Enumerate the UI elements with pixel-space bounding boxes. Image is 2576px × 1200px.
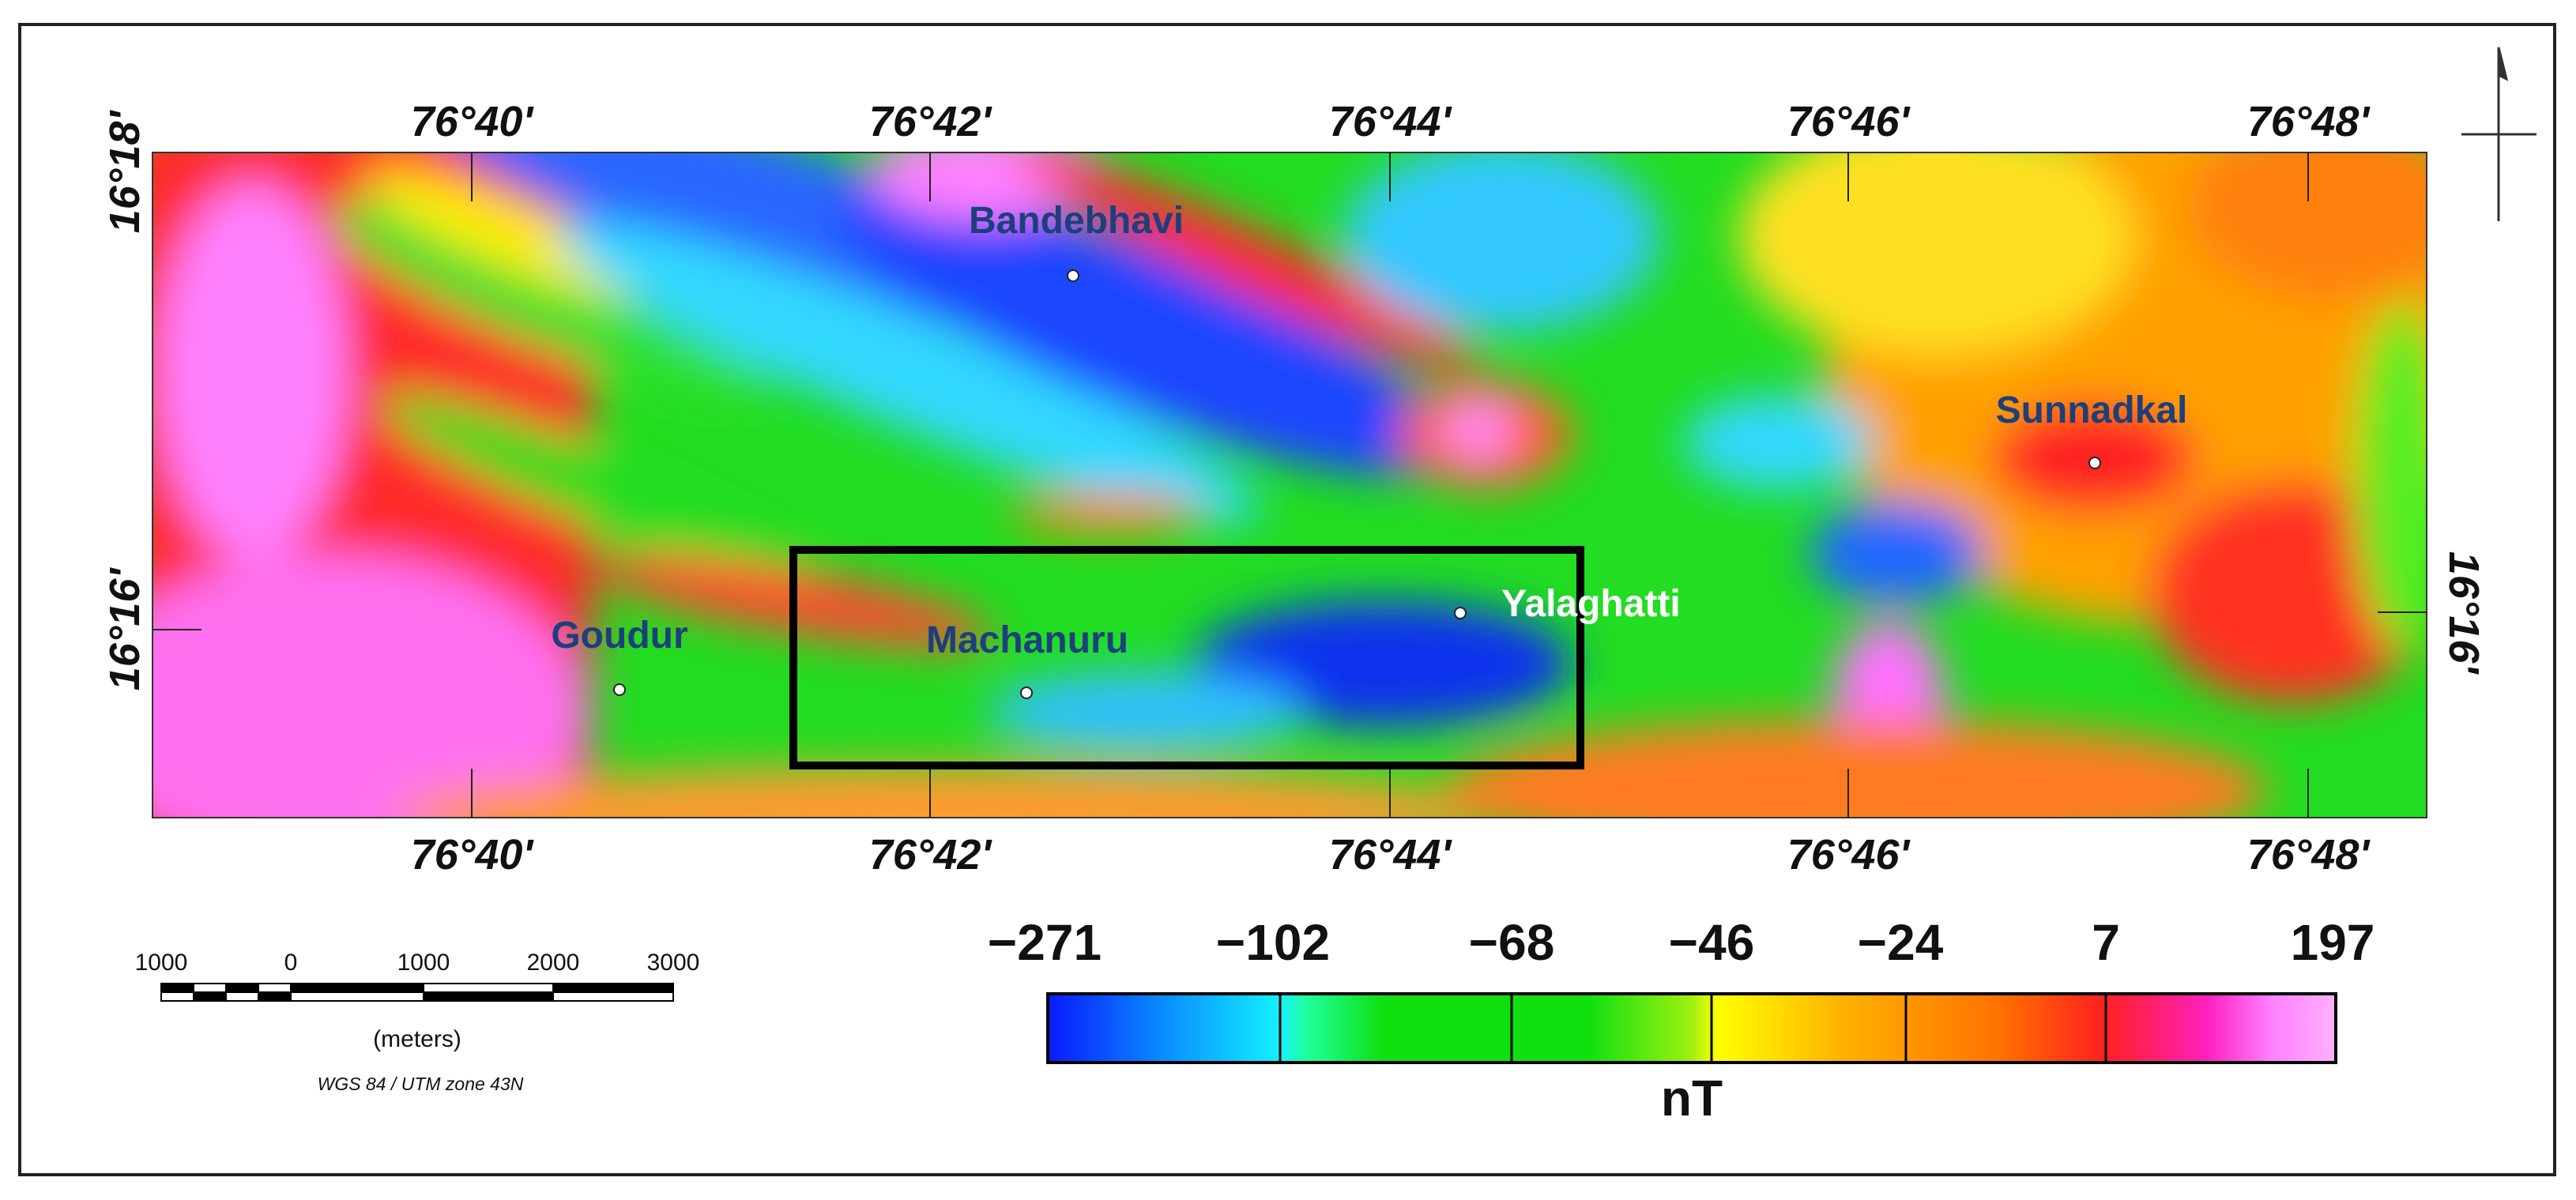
longitude-label: 76°48'	[2247, 98, 2371, 145]
map-border	[152, 152, 2427, 818]
graticule-ticks	[153, 152, 2427, 818]
scale-label: 1000	[397, 950, 450, 976]
longitude-label: 76°42'	[869, 831, 993, 878]
frame	[18, 23, 2556, 1176]
longitude-label: 76°48'	[2247, 831, 2371, 878]
study-area-box	[789, 546, 1584, 769]
colorbar-dividers	[1279, 994, 2107, 1063]
colorbar-label: −68	[1469, 914, 1555, 971]
magnetic-map	[153, 152, 2427, 818]
longitude-label: 76°46'	[1787, 831, 1911, 878]
scale-label: 3000	[647, 950, 700, 976]
place-label: Machanuru	[926, 619, 1128, 661]
longitude-label: 76°44'	[1329, 98, 1453, 145]
longitude-label: 76°40'	[411, 831, 535, 878]
scale-bar	[160, 983, 674, 1002]
latitude-label: 16°16'	[101, 567, 149, 691]
colorbar	[1046, 992, 2337, 1064]
latitude-label: 16°18'	[101, 110, 149, 234]
scale-label: 2000	[527, 950, 580, 976]
scale-label: 0	[284, 950, 298, 976]
place-label: Goudur	[551, 615, 687, 656]
longitude-label: 76°42'	[869, 98, 993, 145]
scale-unit: (meters)	[373, 1026, 461, 1052]
colorbar-label: −46	[1669, 914, 1755, 971]
colorbar-label: 197	[2291, 914, 2375, 971]
place-label: Bandebhavi	[969, 200, 1184, 242]
place-label: Yalaghatti	[1501, 583, 1681, 625]
colorbar-label: 7	[2092, 914, 2120, 971]
anomaly-field	[153, 152, 2427, 818]
latitude-label: 16°16'	[2440, 551, 2487, 675]
place-markers	[613, 269, 2101, 699]
colorbar-label: −271	[988, 914, 1102, 971]
colorbar-label: −24	[1858, 914, 1944, 971]
colorbar-unit: nT	[1661, 1070, 1723, 1127]
colorbar-label: −102	[1216, 914, 1330, 971]
place-label: Sunnadkal	[1996, 389, 2188, 431]
north-arrow	[2461, 47, 2536, 221]
longitude-label: 76°40'	[411, 98, 535, 145]
longitude-label: 76°46'	[1787, 98, 1911, 145]
longitude-label: 76°44'	[1329, 831, 1453, 878]
scale-label: 1000	[135, 950, 188, 976]
projection: WGS 84 / UTM zone 43N	[318, 1074, 524, 1094]
